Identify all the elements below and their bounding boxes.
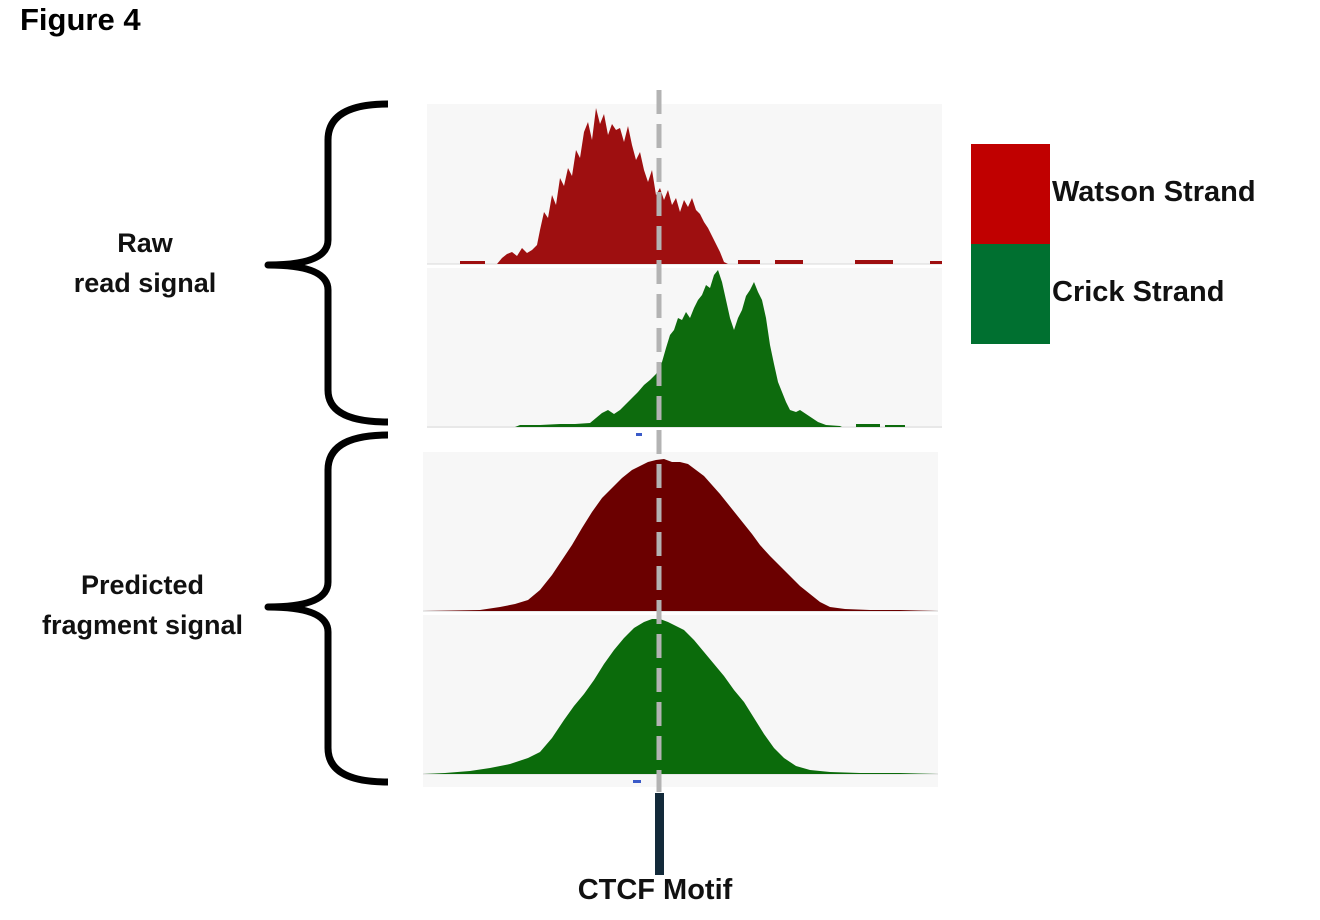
legend-swatch-crick — [971, 244, 1050, 344]
legend-label-watson: Watson Strand — [1052, 176, 1256, 208]
raw-read-signal-label: Raw read signal — [40, 223, 250, 303]
crick-predicted-signal — [423, 619, 938, 774]
raw-signal-brace — [264, 100, 389, 426]
ctcf-motif-bar — [655, 793, 664, 875]
crick-raw-noise — [856, 424, 905, 427]
watson-raw-signal — [497, 108, 728, 264]
legend-swatch-watson — [971, 144, 1050, 244]
predicted-signal-brace — [264, 431, 389, 786]
ctcf-motif-label: CTCF Motif — [577, 874, 733, 906]
pred-label-line-2: fragment signal — [41, 610, 244, 640]
crick-raw-signal — [515, 270, 842, 427]
raw-label-line-2: read signal — [73, 268, 217, 298]
legend-label-crick: Crick Strand — [1052, 276, 1225, 308]
watson-predicted-signal — [423, 459, 938, 611]
figure-title: Figure 4 — [20, 2, 141, 37]
pred-label-line-1: Predicted — [80, 570, 205, 600]
predicted-fragment-signal-label: Predicted fragment signal — [10, 565, 275, 645]
raw-label-line-1: Raw — [117, 228, 173, 258]
